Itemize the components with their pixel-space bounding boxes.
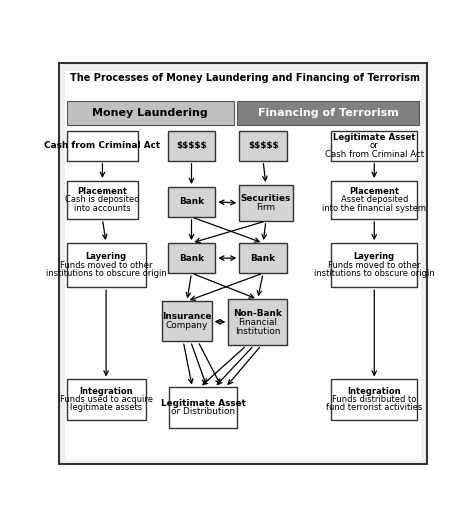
Text: Institution: Institution	[235, 327, 280, 336]
Text: Securities: Securities	[241, 194, 291, 203]
Text: legitimate assets: legitimate assets	[70, 403, 142, 412]
Text: Company: Company	[166, 321, 208, 330]
Text: into the financial system: into the financial system	[322, 204, 426, 213]
Bar	[168, 243, 215, 273]
Text: Integration: Integration	[79, 387, 133, 395]
Bar	[66, 243, 146, 287]
Text: Integration: Integration	[347, 387, 401, 395]
Bar	[237, 101, 419, 125]
Text: Placement: Placement	[349, 187, 399, 196]
Bar	[66, 101, 234, 125]
Text: Insurance: Insurance	[162, 312, 212, 321]
Text: or: or	[370, 141, 379, 150]
Bar	[331, 243, 418, 287]
Text: Funds distributed to: Funds distributed to	[332, 395, 417, 404]
Text: into accounts: into accounts	[74, 204, 131, 213]
Text: Cash from Criminal Act: Cash from Criminal Act	[45, 141, 161, 150]
Bar	[66, 131, 138, 161]
Text: Firm: Firm	[256, 203, 275, 212]
Text: Layering: Layering	[85, 252, 127, 261]
Text: Funds used to acquire: Funds used to acquire	[60, 395, 153, 404]
Bar	[168, 187, 215, 217]
Bar	[331, 379, 418, 419]
Text: Asset deposited: Asset deposited	[340, 195, 408, 204]
Text: Non-Bank: Non-Bank	[233, 309, 282, 318]
Text: Legitimate Asset: Legitimate Asset	[333, 133, 416, 142]
Bar	[331, 131, 418, 161]
Text: Funds moved to other: Funds moved to other	[60, 260, 152, 269]
Text: Bank: Bank	[251, 254, 276, 263]
Text: Bank: Bank	[179, 254, 204, 263]
Bar	[331, 181, 418, 219]
Text: or Distribution: or Distribution	[172, 407, 236, 416]
Text: Layering: Layering	[354, 252, 395, 261]
Text: Money Laundering: Money Laundering	[92, 108, 208, 118]
Text: $$$$$: $$$$$	[248, 141, 278, 150]
Text: fund terrorist activities: fund terrorist activities	[326, 403, 422, 412]
Bar	[239, 243, 287, 273]
Bar	[168, 131, 215, 161]
Text: Legitimate Asset: Legitimate Asset	[161, 399, 246, 407]
Text: The Processes of Money Laundering and Financing of Terrorism: The Processes of Money Laundering and Fi…	[70, 72, 420, 82]
Text: institutions to obscure origin: institutions to obscure origin	[46, 269, 166, 278]
Text: institutions to obscure origin: institutions to obscure origin	[314, 269, 435, 278]
Bar	[169, 388, 237, 428]
Bar	[66, 181, 138, 219]
Text: Placement: Placement	[77, 187, 128, 196]
Text: Cash from Criminal Act: Cash from Criminal Act	[325, 150, 424, 159]
Bar	[228, 299, 287, 345]
Text: $$$$$: $$$$$	[176, 141, 207, 150]
Text: Funds moved to other: Funds moved to other	[328, 260, 420, 269]
Bar	[239, 185, 292, 221]
Text: Financial: Financial	[238, 318, 277, 327]
Bar	[239, 131, 287, 161]
Bar	[66, 379, 146, 419]
Text: Bank: Bank	[179, 197, 204, 206]
Bar	[162, 301, 212, 341]
Text: Cash is deposited: Cash is deposited	[65, 195, 140, 204]
Text: Financing of Terrorism: Financing of Terrorism	[258, 108, 399, 118]
